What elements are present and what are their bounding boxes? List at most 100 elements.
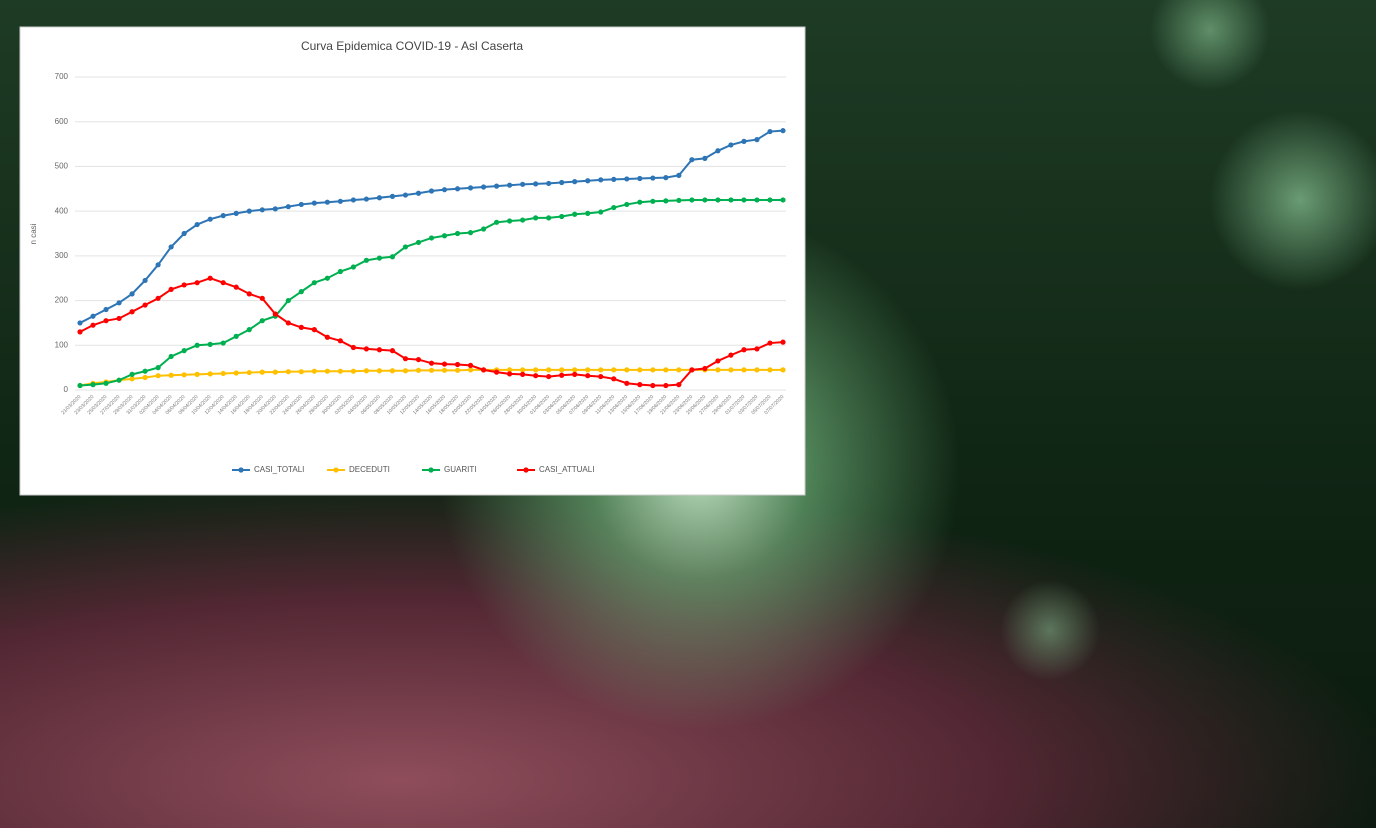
series-marker [520, 371, 526, 377]
series-marker [428, 367, 435, 373]
series-marker [441, 367, 448, 373]
y-tick-label: 200 [55, 296, 69, 305]
series-marker [389, 348, 396, 354]
series-marker [415, 239, 422, 246]
y-tick-label: 300 [55, 251, 69, 260]
y-tick-label: 700 [55, 72, 69, 81]
series-marker [311, 280, 317, 286]
series-marker [467, 362, 474, 369]
series-marker [220, 340, 226, 346]
series-marker [572, 371, 578, 377]
series-marker [90, 382, 96, 388]
series-marker [77, 382, 83, 389]
series-marker [663, 198, 669, 204]
chart-panel [19, 26, 806, 496]
series-marker [415, 367, 422, 373]
series-marker [155, 365, 161, 371]
series-marker [611, 204, 617, 211]
series-marker [272, 369, 278, 375]
series-marker [624, 201, 630, 208]
series-marker [715, 197, 721, 203]
series-marker [142, 368, 148, 374]
series-marker [507, 367, 513, 373]
series-marker [233, 333, 239, 339]
series-marker [598, 367, 604, 373]
series-marker [194, 280, 200, 286]
series-marker [415, 356, 422, 363]
series-marker [246, 369, 252, 376]
series-marker [168, 244, 174, 250]
series-marker [207, 275, 213, 281]
series-marker [142, 277, 148, 284]
series-marker [520, 367, 526, 373]
series-marker [402, 192, 409, 198]
series-marker [585, 178, 591, 184]
legend-label: DECEDUTI [349, 465, 390, 474]
series-marker [546, 215, 552, 221]
series-marker [507, 371, 513, 377]
y-tick-label: 100 [55, 340, 69, 349]
series-marker [533, 215, 539, 221]
series-marker [754, 367, 760, 373]
y-tick-label: 500 [55, 162, 69, 171]
series-marker [780, 339, 786, 345]
series-marker [702, 155, 708, 161]
series-marker [728, 367, 734, 373]
series-marker [363, 196, 370, 202]
series-marker [142, 302, 148, 308]
series-marker [480, 226, 487, 232]
y-tick-label: 400 [55, 206, 69, 215]
series-marker [676, 172, 682, 178]
series-marker [650, 198, 656, 204]
series-marker [220, 213, 226, 219]
series-marker [689, 157, 695, 163]
series-marker [389, 193, 396, 199]
series-marker [467, 185, 474, 191]
series-marker [585, 367, 591, 373]
series-marker [350, 264, 356, 270]
series-marker [676, 382, 682, 388]
series-marker [611, 367, 617, 373]
series-marker [285, 204, 291, 210]
series-marker [728, 352, 734, 358]
series-marker [168, 353, 174, 360]
series-marker [454, 367, 461, 373]
series-marker [598, 209, 604, 215]
series-marker [181, 372, 187, 378]
series-marker [259, 207, 265, 213]
chart-title: Curva Epidemica COVID-19 - Asl Caserta [301, 39, 523, 53]
series-marker [741, 367, 747, 373]
series-marker [572, 211, 578, 217]
series-marker [259, 318, 265, 324]
series-marker [767, 197, 773, 203]
series-marker [493, 183, 500, 189]
series-marker [689, 197, 695, 203]
series-marker [77, 320, 83, 326]
series-marker [533, 367, 539, 373]
series-marker [676, 367, 682, 373]
series-marker [233, 210, 239, 216]
legend-label: CASI_ATTUALI [539, 465, 594, 474]
series-marker [467, 367, 474, 373]
series-marker [780, 367, 786, 373]
series-marker [207, 216, 213, 222]
series-marker [533, 373, 539, 379]
series-marker [129, 371, 135, 377]
y-axis-label: n casi [29, 223, 38, 244]
series-marker [441, 187, 448, 193]
legend-marker [238, 467, 244, 473]
series-marker [311, 327, 317, 333]
series-marker [181, 348, 187, 354]
series-marker [650, 367, 656, 373]
series-marker [741, 197, 747, 203]
series-marker [77, 329, 83, 335]
series-marker [389, 368, 396, 374]
series-marker [780, 197, 786, 203]
series-marker [728, 142, 734, 148]
series-marker [520, 217, 526, 223]
series-marker [637, 175, 643, 182]
legend-label: GUARITI [444, 465, 476, 474]
series-marker [585, 373, 591, 379]
series-marker [428, 235, 435, 241]
